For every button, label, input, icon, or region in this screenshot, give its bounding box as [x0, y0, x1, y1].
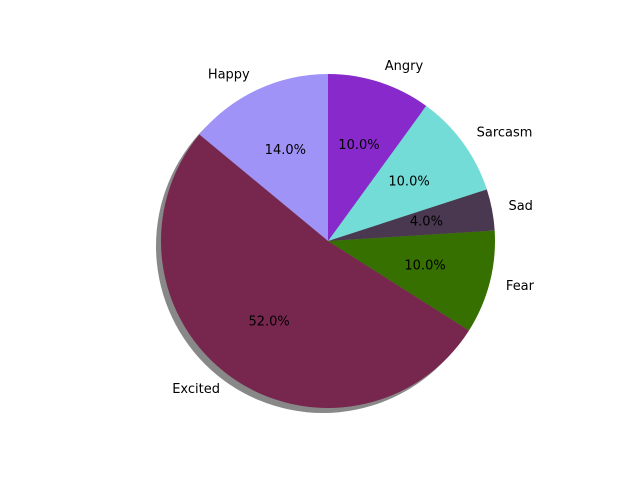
pie-label-excited: Excited: [172, 382, 220, 397]
pie-percent-excited: 52.0%: [248, 315, 289, 330]
pie-label-happy: Happy: [208, 67, 250, 82]
pie-label-fear: Fear: [506, 279, 535, 294]
pie-percent-sarcasm: 10.0%: [388, 175, 429, 190]
pie-slice-excited: [160, 134, 469, 409]
pie-percent-angry: 10.0%: [338, 138, 379, 153]
pie-slice-sad: [328, 189, 495, 241]
pie-slice-angry: [328, 74, 427, 241]
pie-percent-fear: 10.0%: [404, 258, 445, 273]
pie-slice-happy: [199, 74, 328, 241]
pie-slice-fear: [328, 230, 495, 331]
pie-percent-happy: 14.0%: [265, 143, 306, 158]
pie-slices: [160, 74, 495, 409]
pie-slice-sarcasm: [328, 105, 487, 241]
pie-labels: Happy 14.0% Excited 52.0% Fear 10.0% Sad 4.0% Sa…: [172, 59, 534, 397]
pie-percent-sad: 4.0%: [410, 215, 443, 230]
pie-label-sarcasm: Sarcasm: [477, 126, 533, 141]
pie-label-angry: Angry: [385, 59, 424, 74]
pie-label-sad: Sad: [508, 199, 532, 214]
